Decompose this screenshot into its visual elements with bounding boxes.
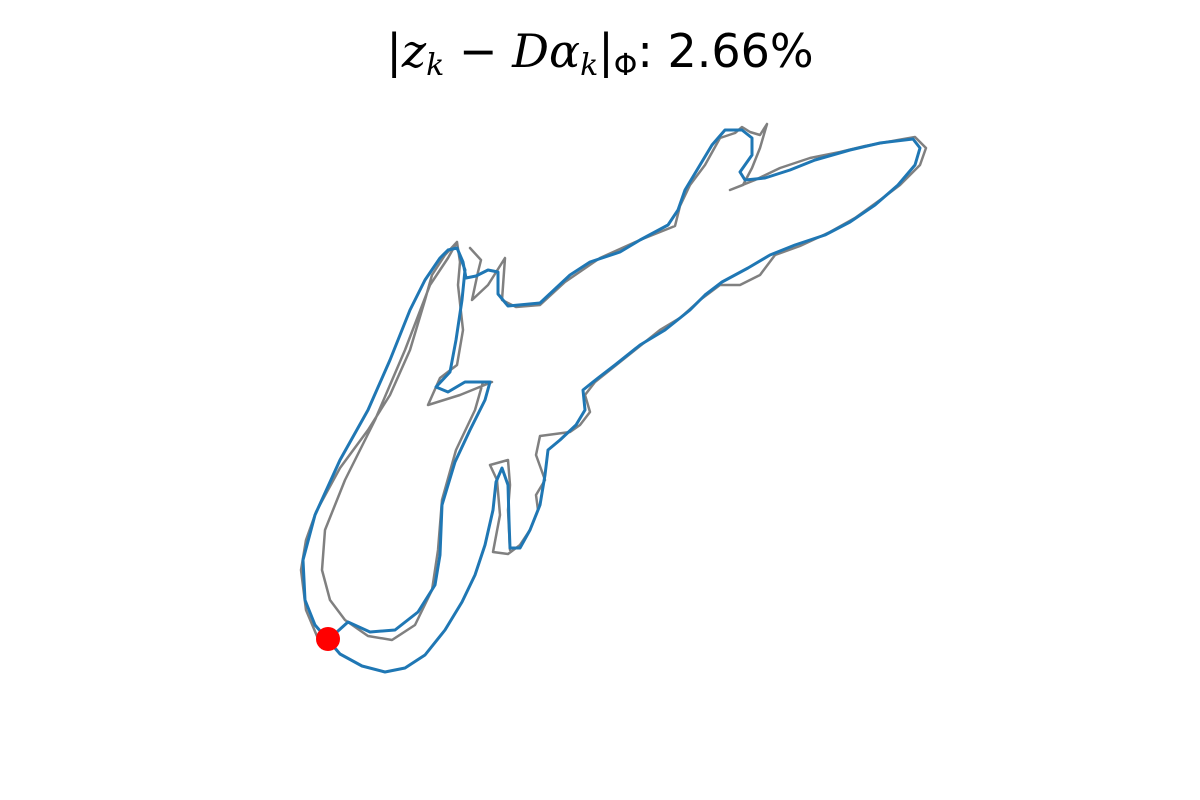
title-sub-phi: Φ (613, 48, 638, 83)
title-z: z (401, 24, 427, 78)
reconstructed-contour-line (301, 128, 922, 674)
title-sub-k: k (426, 48, 445, 83)
start-point-marker (316, 627, 340, 651)
title-D: D (512, 24, 549, 78)
title-alpha: α (548, 24, 581, 78)
title-bar-left: | (386, 24, 402, 78)
title-bar-right: | (598, 24, 614, 78)
original-contour-line (299, 122, 928, 650)
plot-title: |zk − Dαk|Φ: 2.66% (0, 28, 1200, 81)
title-minus: − (444, 24, 513, 78)
title-value: : 2.66% (637, 24, 814, 78)
title-sub-k2: k (580, 48, 599, 83)
